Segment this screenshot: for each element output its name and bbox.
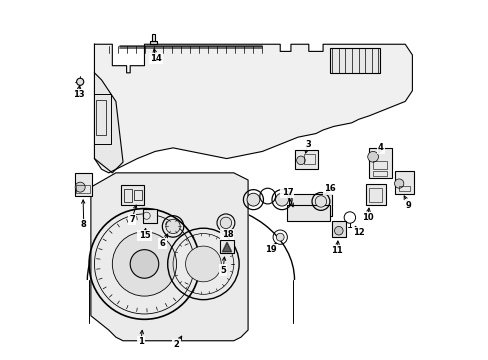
Bar xyxy=(287,205,329,221)
Bar xyxy=(124,189,132,202)
Bar xyxy=(368,148,391,178)
Bar xyxy=(394,171,413,194)
Text: 10: 10 xyxy=(361,213,373,222)
Bar xyxy=(94,94,110,144)
Circle shape xyxy=(394,179,403,188)
Text: 1: 1 xyxy=(138,337,143,346)
Text: 5: 5 xyxy=(220,266,225,275)
Text: 4: 4 xyxy=(377,143,383,152)
Circle shape xyxy=(75,182,85,192)
Polygon shape xyxy=(94,44,411,173)
Bar xyxy=(121,185,144,205)
Text: 17: 17 xyxy=(281,188,293,197)
Text: 8: 8 xyxy=(81,220,86,229)
Polygon shape xyxy=(222,242,231,252)
Bar xyxy=(372,171,386,176)
Bar xyxy=(398,186,409,192)
Bar xyxy=(331,221,345,237)
Text: 2: 2 xyxy=(173,340,179,349)
Bar xyxy=(372,161,386,169)
Circle shape xyxy=(77,78,83,85)
Text: 7: 7 xyxy=(129,215,135,224)
Circle shape xyxy=(112,232,176,296)
Circle shape xyxy=(315,196,326,207)
Bar xyxy=(303,154,314,164)
Bar xyxy=(142,208,157,223)
Circle shape xyxy=(165,219,180,234)
Text: 3: 3 xyxy=(305,140,310,149)
Circle shape xyxy=(130,249,159,278)
Circle shape xyxy=(296,156,305,165)
Circle shape xyxy=(334,226,343,235)
Bar xyxy=(76,185,90,193)
Bar xyxy=(96,100,106,135)
Text: 15: 15 xyxy=(138,231,150,240)
Bar xyxy=(134,190,142,201)
Text: 6: 6 xyxy=(159,239,165,248)
Circle shape xyxy=(185,246,221,282)
Circle shape xyxy=(246,193,259,206)
Circle shape xyxy=(276,233,284,241)
Bar xyxy=(329,48,380,73)
Bar xyxy=(294,150,317,169)
Text: 18: 18 xyxy=(221,230,233,239)
Polygon shape xyxy=(91,173,247,341)
Bar xyxy=(150,41,156,44)
Text: 19: 19 xyxy=(265,245,277,254)
Bar xyxy=(288,194,331,216)
Text: 11: 11 xyxy=(331,246,343,255)
Bar xyxy=(220,240,233,253)
Text: 14: 14 xyxy=(150,54,162,63)
Circle shape xyxy=(367,152,378,162)
Text: 13: 13 xyxy=(72,90,84,99)
Circle shape xyxy=(275,193,288,206)
Circle shape xyxy=(220,217,231,229)
Bar xyxy=(365,184,385,205)
Bar xyxy=(368,188,382,202)
Polygon shape xyxy=(94,73,123,173)
Text: 9: 9 xyxy=(405,201,411,210)
Bar xyxy=(151,34,155,44)
Text: 16: 16 xyxy=(324,184,335,193)
Text: 12: 12 xyxy=(352,228,364,237)
Bar xyxy=(75,173,92,196)
